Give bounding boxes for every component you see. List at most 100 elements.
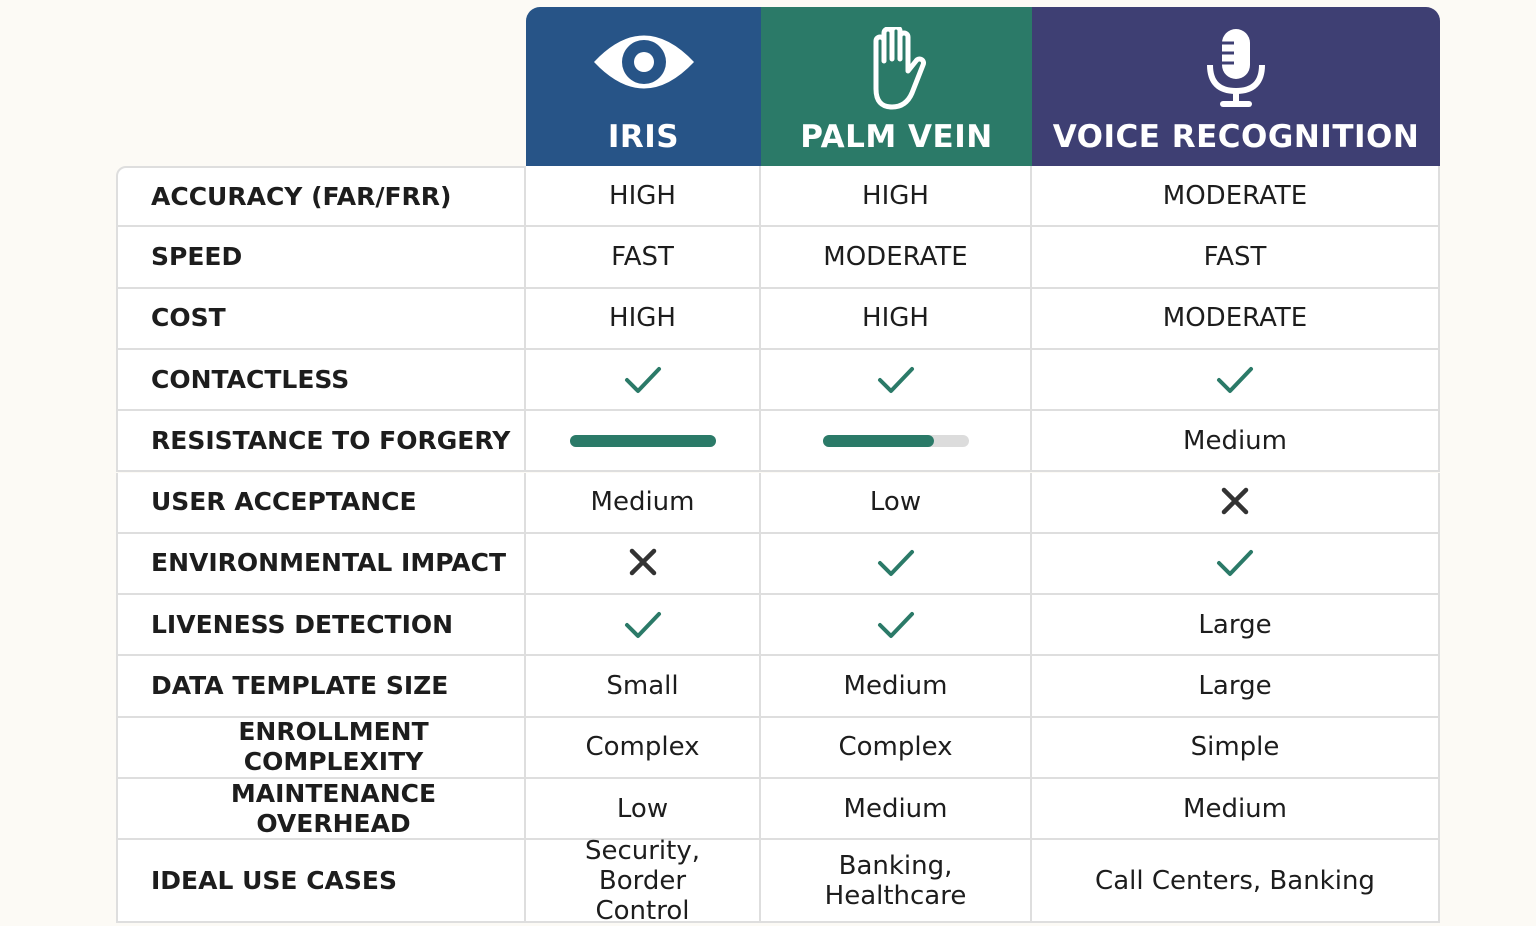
- cell: MODERATE: [1032, 288, 1440, 350]
- cell-text: Complex: [585, 732, 700, 763]
- row-label: ENVIRONMENTAL IMPACT: [116, 533, 526, 596]
- check-icon: [624, 611, 661, 638]
- cell-text: HIGH: [862, 180, 929, 211]
- check-icon: [877, 550, 914, 577]
- cell: [1032, 472, 1440, 534]
- check-icon: [1217, 366, 1253, 393]
- cell: Medium: [1032, 411, 1440, 473]
- cross-icon: [629, 549, 656, 576]
- cell: [526, 349, 761, 412]
- cell: HIGH: [761, 288, 1032, 350]
- cell: FAST: [526, 227, 761, 289]
- check: [624, 611, 661, 638]
- cell-text: Complex: [838, 732, 953, 763]
- cell: MODERATE: [761, 227, 1032, 289]
- row-label: CONTACTLESS: [116, 349, 526, 412]
- cell-text: Medium: [1183, 793, 1287, 824]
- cell: Low: [526, 779, 761, 841]
- row-label: SPEED: [116, 227, 526, 289]
- row-label: RESISTANCE TO FORGERY: [116, 411, 526, 473]
- header-voice: VOICE RECOGNITION: [1032, 7, 1440, 166]
- check: [877, 550, 914, 577]
- row-label: ACCURACY (FAR/FRR): [116, 166, 526, 228]
- cell: [761, 595, 1032, 657]
- cell: Complex: [526, 717, 761, 779]
- cell: Medium: [526, 472, 761, 534]
- cell-text: HIGH: [862, 303, 929, 334]
- cell: FAST: [1032, 227, 1440, 289]
- check-icon: [624, 366, 661, 393]
- cell: Low: [761, 472, 1032, 534]
- bar-fill: [822, 434, 934, 447]
- check-icon: [1217, 550, 1253, 577]
- row-label: ENROLLMENT COMPLEXITY: [116, 717, 526, 779]
- cross: [1221, 487, 1249, 515]
- cell: [761, 533, 1032, 596]
- check: [1217, 550, 1253, 577]
- cell-text: Low: [869, 487, 922, 518]
- cell: HIGH: [526, 166, 761, 228]
- column-title: PALM VEIN: [800, 119, 993, 155]
- cell: Banking, Healthcare: [761, 840, 1032, 923]
- cell: [1032, 533, 1440, 596]
- row-label: COST: [116, 288, 526, 350]
- cell-text: Call Centers, Banking: [1095, 865, 1375, 896]
- cell: Call Centers, Banking: [1032, 840, 1440, 923]
- cell-text: HIGH: [609, 303, 676, 334]
- cell-text: FAST: [611, 241, 674, 272]
- cross-icon: [1221, 487, 1249, 515]
- cell-text: Small: [606, 671, 679, 702]
- mic-icon: [1207, 29, 1265, 107]
- cell-text: Low: [616, 793, 669, 824]
- check: [624, 366, 661, 393]
- hand-icon: [873, 27, 926, 110]
- cell-text: Banking, Healthcare: [824, 850, 967, 911]
- cell: Large: [1032, 595, 1440, 657]
- row-label: LIVENESS DETECTION: [116, 595, 526, 657]
- header-iris: IRIS: [526, 7, 761, 166]
- cell: Simple: [1032, 717, 1440, 779]
- progress-bar: [569, 434, 716, 447]
- cell: Small: [526, 656, 761, 718]
- cell: [526, 411, 761, 473]
- header-palm: PALM VEIN: [761, 7, 1032, 166]
- cell-text: Medium: [590, 487, 695, 518]
- row-label: DATA TEMPLATE SIZE: [116, 656, 526, 718]
- check: [1217, 366, 1253, 393]
- row-label: IDEAL USE CASES: [116, 840, 526, 923]
- progress-bar: [822, 434, 969, 447]
- cell: [1032, 349, 1440, 412]
- cell: Medium: [1032, 779, 1440, 841]
- cell-text: FAST: [1203, 241, 1267, 272]
- cell: HIGH: [761, 166, 1032, 228]
- cell: Complex: [761, 717, 1032, 779]
- cell: [526, 533, 761, 596]
- cell: HIGH: [526, 288, 761, 350]
- check: [877, 611, 914, 638]
- check-icon: [877, 611, 914, 638]
- cell: [761, 411, 1032, 473]
- row-label: MAINTENANCE OVERHEAD: [116, 779, 526, 841]
- cell-text: HIGH: [609, 180, 676, 211]
- cell-text: Medium: [843, 793, 948, 824]
- cell-text: Simple: [1190, 732, 1280, 763]
- eye-icon: [593, 35, 694, 89]
- row-label: USER ACCEPTANCE: [116, 472, 526, 534]
- cell-text: Large: [1198, 671, 1272, 702]
- column-title: IRIS: [607, 119, 680, 155]
- check: [877, 366, 914, 393]
- cell-text: MODERATE: [823, 241, 968, 272]
- cell: [761, 349, 1032, 412]
- cell-text: Medium: [1183, 425, 1287, 456]
- cell: MODERATE: [1032, 166, 1440, 228]
- cross: [629, 549, 656, 576]
- cell: Large: [1032, 656, 1440, 718]
- column-title: VOICE RECOGNITION: [1052, 119, 1420, 155]
- cell-text: Large: [1198, 609, 1272, 640]
- cell-text: Security, Border Control: [584, 835, 701, 926]
- cell: Security, Border Control: [526, 836, 761, 926]
- cell-text: Medium: [843, 671, 948, 702]
- cell: Medium: [761, 779, 1032, 841]
- cell-text: MODERATE: [1162, 180, 1308, 211]
